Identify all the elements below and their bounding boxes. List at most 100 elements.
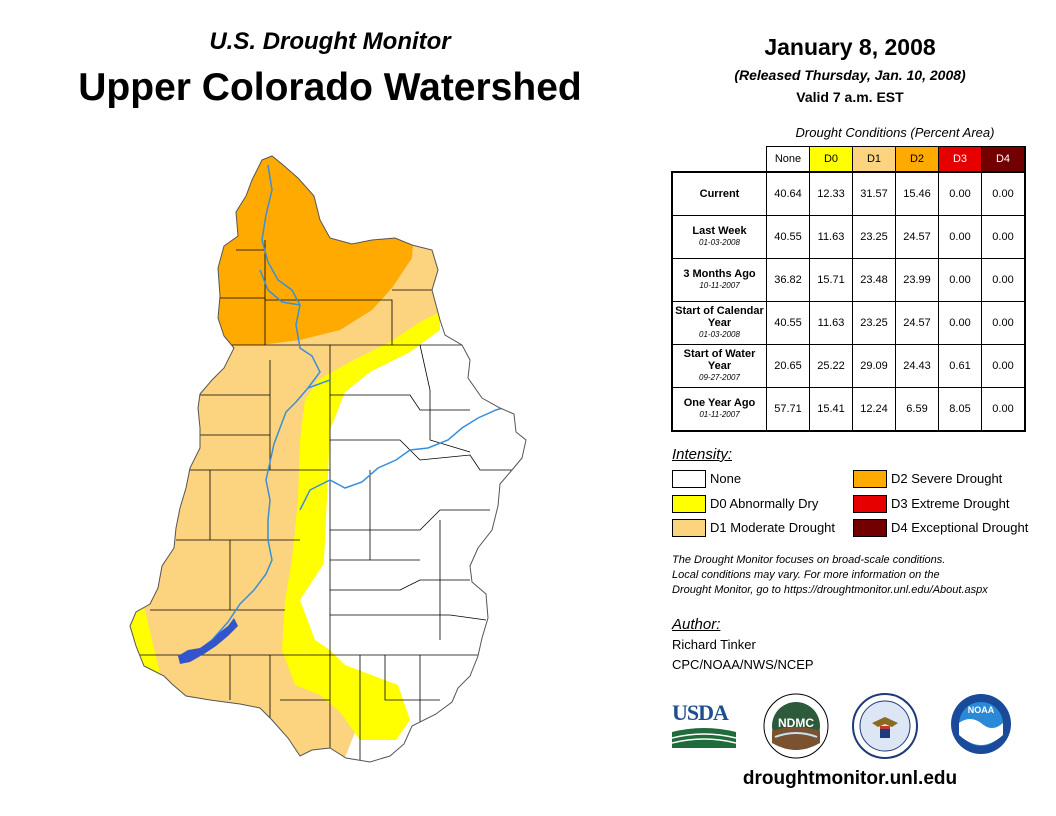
- table-cell: 0.00: [981, 344, 1026, 388]
- commerce-eagle-icon: [852, 693, 918, 759]
- table-cell: 0.61: [938, 344, 982, 388]
- note-line: Drought Monitor, go to https://droughtmo…: [672, 584, 988, 596]
- table-title: Drought Conditions (Percent Area): [795, 125, 995, 140]
- row-date: 09-27-2007: [699, 373, 740, 382]
- row-label-text: Current: [699, 188, 740, 200]
- note-line: Local conditions may vary. For more info…: [672, 569, 940, 581]
- row-label: Start of Water Year 09-27-2007: [671, 344, 767, 388]
- drought-conditions-table: None D0 D1 D2 D3 D4 Current 40.64 12.33 31.…: [671, 146, 1026, 432]
- ndmc-logo-text: NDMC: [778, 716, 814, 730]
- table-cell: 8.05: [938, 387, 982, 432]
- table-cell: 25.22: [809, 344, 853, 388]
- table-row: Current 40.64 12.33 31.57 15.46 0.00 0.00: [671, 171, 1026, 216]
- legend-swatch: [853, 519, 887, 537]
- author-title: Author:: [672, 616, 721, 633]
- row-label-text: 3 Months Ago: [683, 268, 756, 280]
- table-cell: 0.00: [981, 258, 1026, 302]
- table-cell: 0.00: [981, 215, 1026, 259]
- table-cell: 24.57: [895, 215, 939, 259]
- row-label: Start of Calendar Year 01-03-2008: [671, 301, 767, 345]
- column-header-none: None: [766, 146, 810, 173]
- legend-swatch: [672, 470, 706, 488]
- column-header-d4: D4: [981, 146, 1026, 173]
- table-row: Start of Water Year 09-27-2007 20.65 25.22 2…: [671, 344, 1026, 388]
- table-cell: 0.00: [938, 258, 982, 302]
- noaa-bird-icon: [951, 694, 1011, 754]
- column-header-d2: D2: [895, 146, 939, 173]
- river-network: [181, 164, 517, 659]
- table-cell: 0.00: [938, 301, 982, 345]
- table-cell: 40.55: [766, 301, 810, 345]
- table-cell: 0.00: [981, 387, 1026, 432]
- table-header-row: None D0 D1 D2 D3 D4: [672, 146, 1026, 173]
- author-org: CPC/NOAA/NWS/NCEP: [672, 657, 814, 672]
- table-cell: 23.25: [852, 301, 896, 345]
- row-label-text: One Year Ago: [683, 397, 756, 409]
- table-cell: 0.00: [981, 171, 1026, 216]
- legend-label: D2 Severe Drought: [891, 471, 1003, 486]
- row-label-text: Start of Calendar Year: [675, 305, 764, 329]
- table-cell: 40.55: [766, 215, 810, 259]
- ndmc-seal-icon: [763, 693, 829, 759]
- row-date: 01-11-2007: [699, 410, 740, 419]
- legend-label: D0 Abnormally Dry: [710, 496, 819, 511]
- row-label: Current: [671, 171, 767, 216]
- table-cell: 31.57: [852, 171, 896, 216]
- noaa-logo: NOAA: [950, 693, 1012, 760]
- author-name: Richard Tinker: [672, 637, 756, 652]
- table-cell: 23.48: [852, 258, 896, 302]
- ndmc-logo: NDMC: [763, 693, 829, 764]
- map-subtitle: U.S. Drought Monitor: [209, 28, 451, 55]
- usda-hills-icon: [671, 728, 737, 748]
- table-cell: 57.71: [766, 387, 810, 432]
- legend-label: D4 Exceptional Drought: [891, 520, 1029, 535]
- basin-outline: [129, 155, 527, 763]
- table-row: 3 Months Ago 10-11-2007 36.82 15.71 23.48 23.…: [671, 258, 1026, 302]
- none-pocket: [300, 560, 330, 650]
- table-cell: 15.71: [809, 258, 853, 302]
- map-date: January 8, 2008: [764, 34, 936, 60]
- table-cell: 0.00: [938, 171, 982, 216]
- note-line: The Drought Monitor focuses on broad-sca…: [672, 554, 946, 566]
- table-cell: 40.64: [766, 171, 810, 216]
- release-date: (Released Thursday, Jan. 10, 2008): [734, 67, 966, 83]
- lake-powell: [178, 618, 238, 664]
- table-cell: 23.25: [852, 215, 896, 259]
- table-row: One Year Ago 01-11-2007 57.71 15.41 12.24 6.5…: [671, 387, 1026, 432]
- table-cell: 15.46: [895, 171, 939, 216]
- table-cell: 11.63: [809, 215, 853, 259]
- usda-logo-text: USDA: [672, 700, 729, 725]
- row-label: One Year Ago 01-11-2007: [671, 387, 767, 432]
- legend-swatch: [853, 495, 887, 513]
- legend-label: None: [710, 471, 742, 486]
- table-cell: 0.00: [938, 215, 982, 259]
- row-label-text: Start of Water Year: [683, 348, 756, 372]
- row-label: Last Week 01-03-2008: [671, 215, 767, 259]
- valid-time: Valid 7 a.m. EST: [796, 89, 904, 105]
- drought-map: [129, 155, 527, 763]
- legend-swatch: [853, 470, 887, 488]
- commerce-seal: [852, 693, 918, 764]
- disclaimer-note: The Drought Monitor focuses on broad-sca…: [672, 553, 1042, 598]
- legend-swatch: [672, 519, 706, 537]
- row-label-text: Last Week: [692, 225, 747, 237]
- table-cell: 12.24: [852, 387, 896, 432]
- table-cell: 11.63: [809, 301, 853, 345]
- table-cell: 24.57: [895, 301, 939, 345]
- legend-swatch: [672, 495, 706, 513]
- table-cell: 20.65: [766, 344, 810, 388]
- table-cell: 24.43: [895, 344, 939, 388]
- row-date: 01-03-2008: [699, 330, 740, 339]
- table-cell: 6.59: [895, 387, 939, 432]
- table-cell: 23.99: [895, 258, 939, 302]
- table-cell: 36.82: [766, 258, 810, 302]
- legend-label: D1 Moderate Drought: [710, 520, 836, 535]
- usda-logo: USDA: [671, 700, 737, 750]
- table-row: Last Week 01-03-2008 40.55 11.63 23.25 24.57 0…: [671, 215, 1026, 259]
- website-link[interactable]: droughtmonitor.unl.edu: [742, 768, 958, 789]
- column-header-d1: D1: [852, 146, 896, 173]
- noaa-logo-text: NOAA: [967, 705, 995, 715]
- table-cell: 12.33: [809, 171, 853, 216]
- row-label: 3 Months Ago 10-11-2007: [671, 258, 767, 302]
- table-row: Start of Calendar Year 01-03-2008 40.55 11.…: [671, 301, 1026, 345]
